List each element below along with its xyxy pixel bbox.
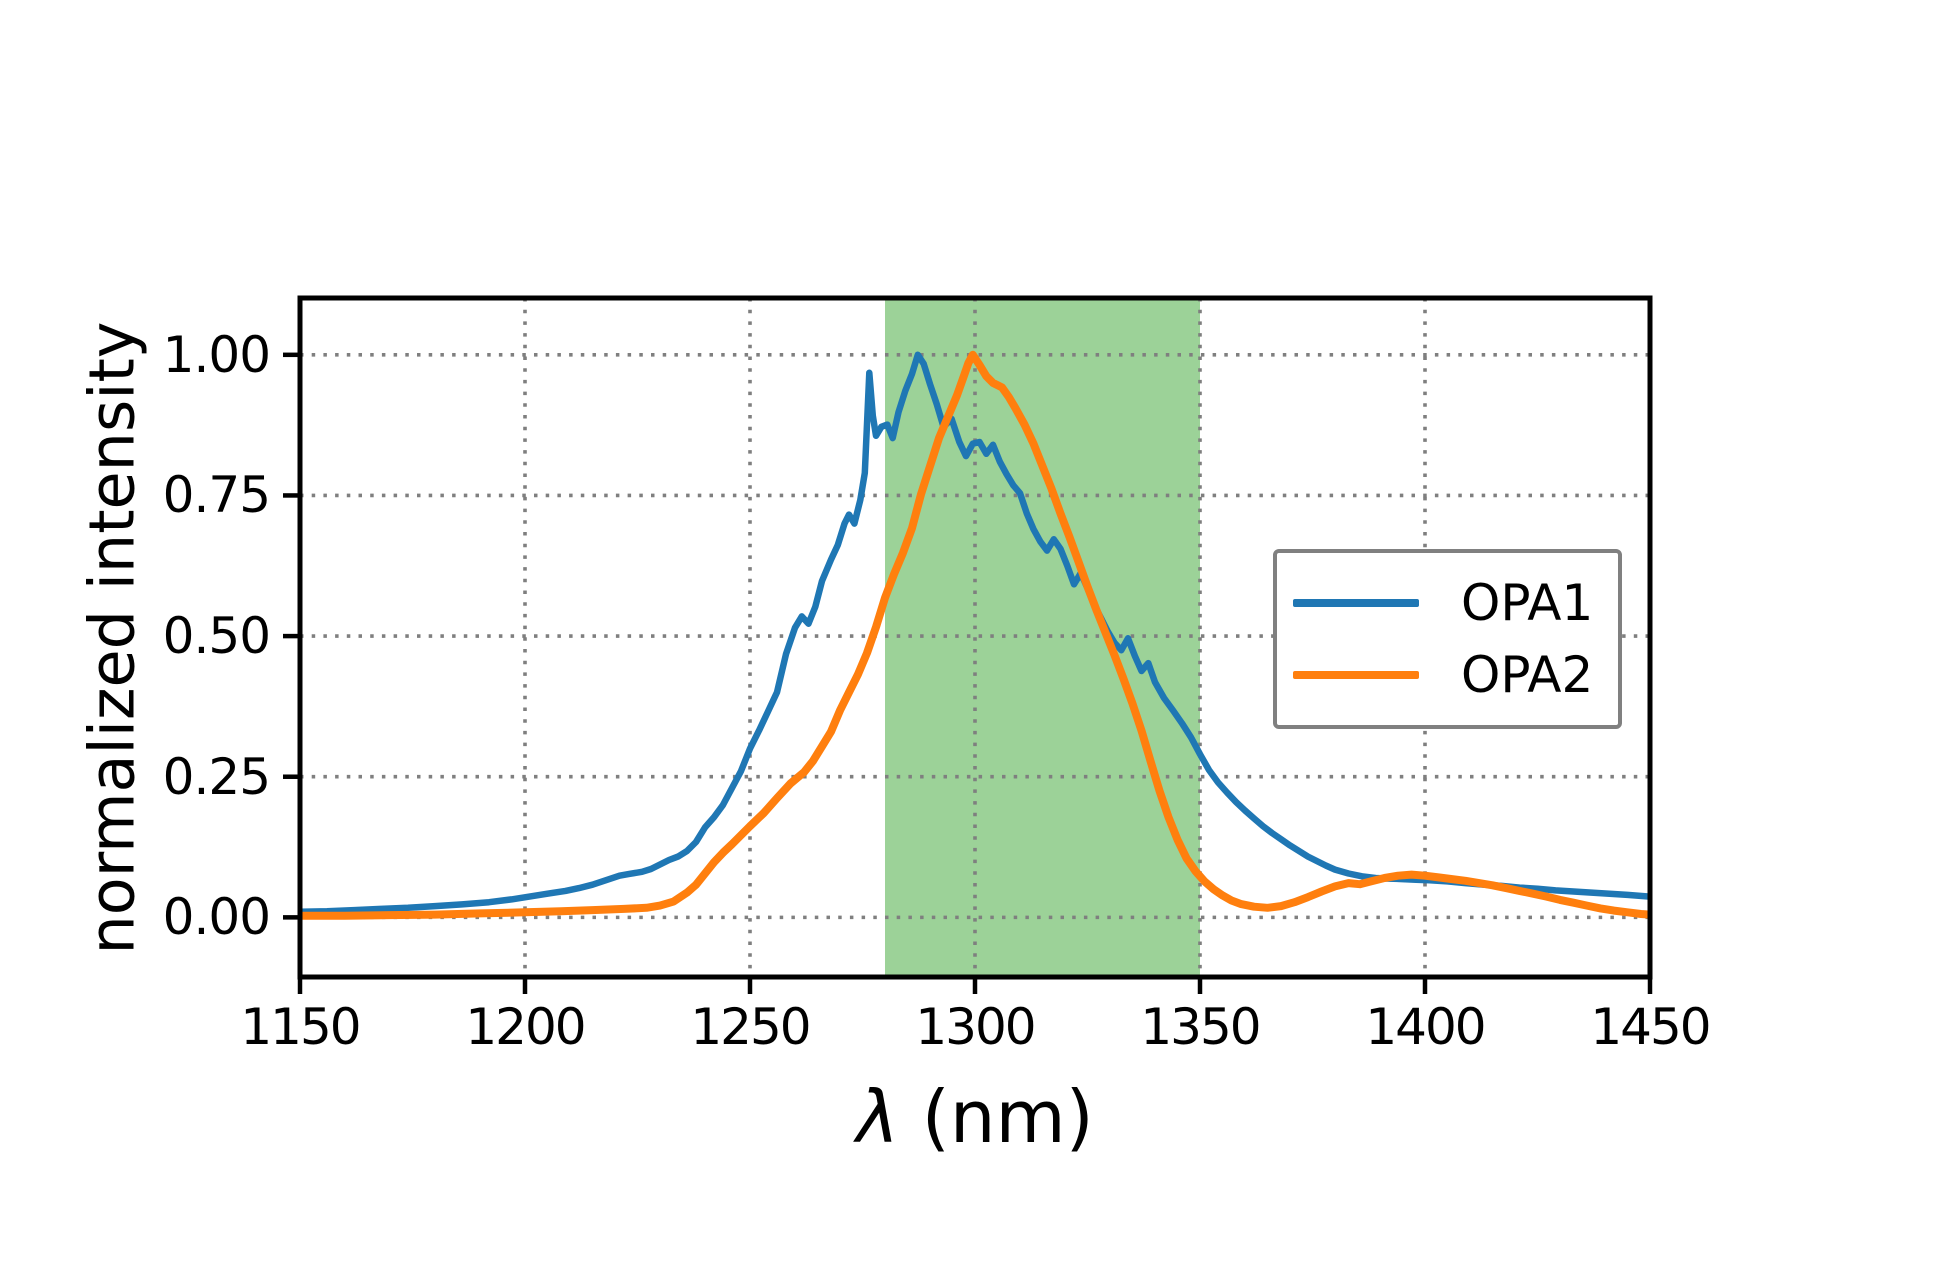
opa2-curve <box>300 350 1650 920</box>
legend-label-opa2: OPA2 <box>1461 646 1594 704</box>
opa1-curve <box>300 351 1650 915</box>
plot-border <box>297 295 1653 980</box>
legend-row-opa1: OPA1 <box>1277 573 1618 633</box>
opa1-line-swatch <box>1293 599 1419 607</box>
legend-label-opa1: OPA1 <box>1461 574 1594 632</box>
opa2-line-swatch <box>1293 671 1419 679</box>
legend-row-opa2: OPA2 <box>1277 645 1618 705</box>
legend: OPA1 OPA2 <box>1273 549 1622 729</box>
